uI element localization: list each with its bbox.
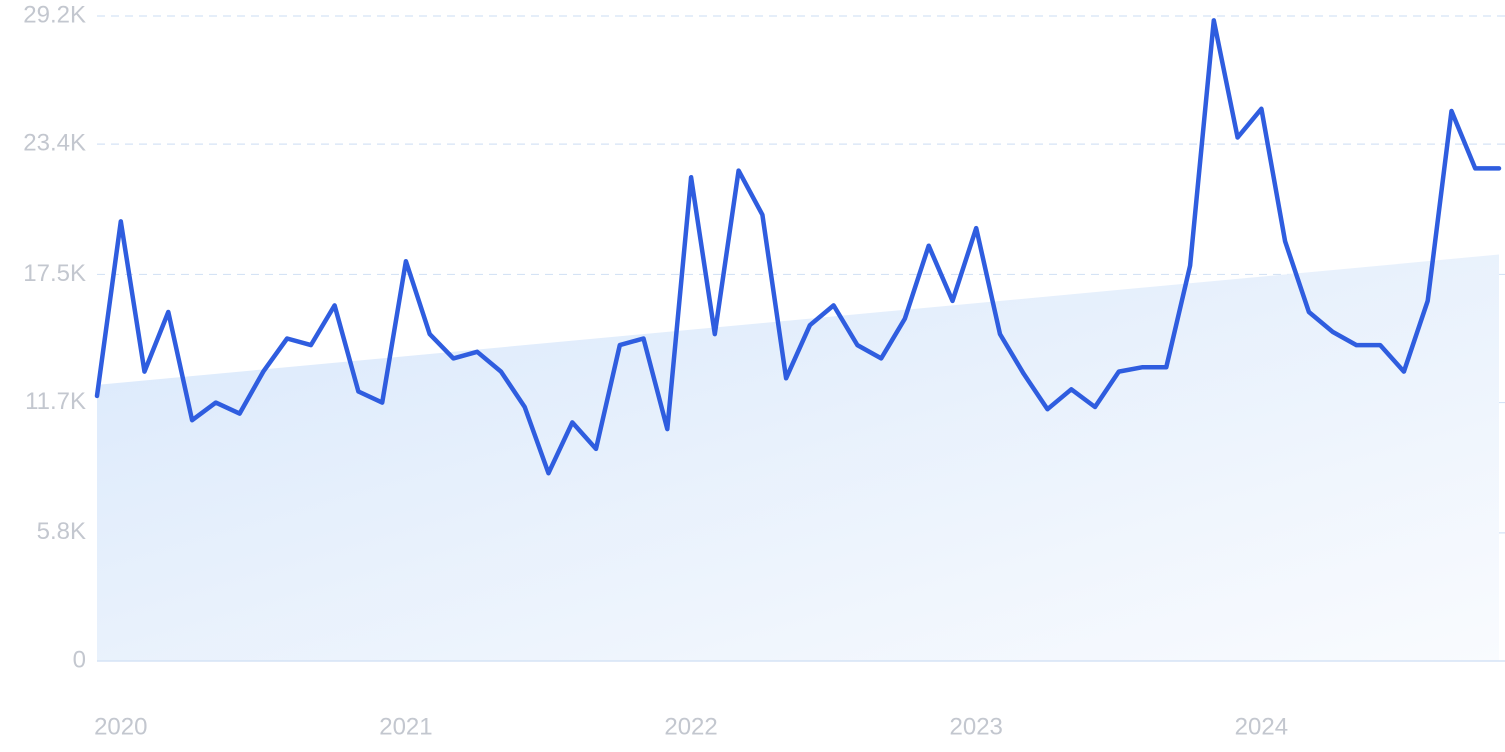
- x-tick-label: 2022: [664, 713, 717, 740]
- series-line: [94, 18, 1502, 476]
- x-tick-label: 2023: [950, 713, 1003, 740]
- x-tick-label: 2021: [379, 713, 432, 740]
- y-tick-label: 5.8K: [37, 518, 86, 545]
- series-lines: [94, 18, 1502, 476]
- x-tick-label: 2020: [94, 713, 147, 740]
- y-tick-label: 29.2K: [23, 1, 86, 28]
- y-axis-tick-labels: 0 5.8K 11.7K 17.5K 23.4K 29.2K: [23, 1, 86, 673]
- y-tick-label: 0: [73, 646, 86, 673]
- x-axis-tick-labels: 2020 2021 2022 2023 2024: [94, 713, 1288, 740]
- y-tick-label: 23.4K: [23, 129, 86, 156]
- trend-area: [97, 254, 1499, 661]
- x-tick-label: 2024: [1235, 713, 1288, 740]
- y-tick-label: 17.5K: [23, 260, 86, 287]
- trend-area-fill: [97, 254, 1499, 661]
- y-tick-label: 11.7K: [25, 388, 86, 415]
